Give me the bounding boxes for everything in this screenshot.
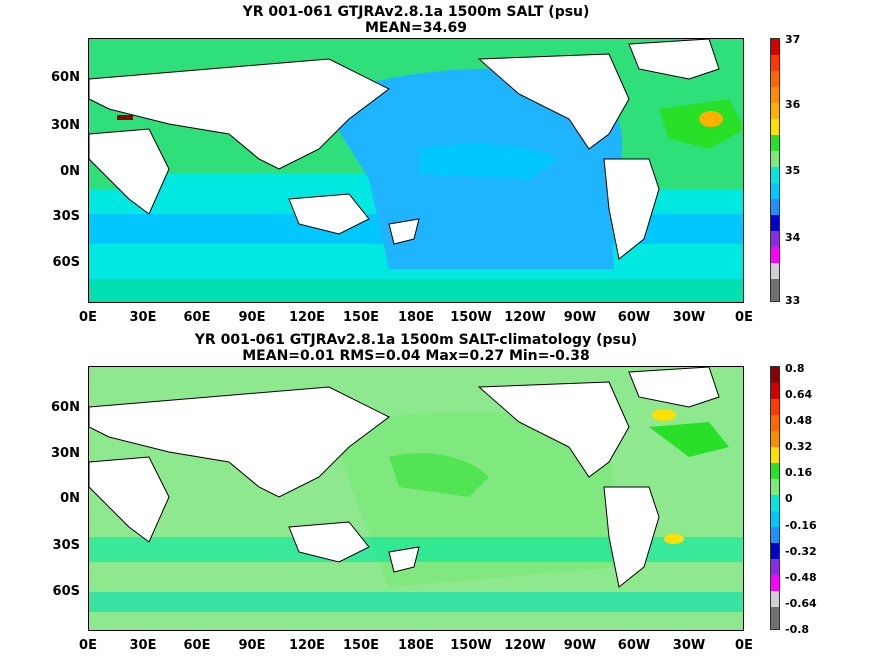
- top-lon-label: 60E: [183, 310, 211, 325]
- top-cbar-label: 34: [785, 231, 801, 244]
- top-cbar-label: 35: [785, 164, 801, 177]
- bottom-lon-label: 0E: [735, 638, 753, 653]
- top-lon-label: 30W: [672, 310, 706, 325]
- bottom-cbar-label: 0.8: [785, 362, 805, 375]
- bottom-lon-label: 30W: [672, 638, 706, 653]
- top-lat-label: 60S: [52, 255, 80, 270]
- bottom-lon-label: 60E: [183, 638, 211, 653]
- bottom-lat-label: 60N: [51, 400, 80, 415]
- top-lat-label: 0N: [60, 164, 80, 179]
- bottom-anomaly-map: [88, 366, 744, 631]
- bottom-cbar-label: -0.32: [785, 545, 817, 558]
- bottom-colorbar: [770, 366, 780, 630]
- bottom-lon-label: 60W: [617, 638, 651, 653]
- bottom-cbar-label: -0.48: [785, 571, 817, 584]
- bottom-title-line1: YR 001-061 GTJRAv2.8.1a 1500m SALT-clima…: [194, 332, 638, 348]
- top-lon-label: 120W: [504, 310, 546, 325]
- bottom-lat-label: 30N: [51, 446, 80, 461]
- bottom-lon-label: 120W: [504, 638, 546, 653]
- top-cbar-label: 36: [785, 98, 801, 111]
- top-title-line2: MEAN=34.69: [364, 20, 468, 36]
- top-title-line1: YR 001-061 GTJRAv2.8.1a 1500m SALT (psu): [242, 4, 590, 20]
- bottom-cbar-label: 0.16: [785, 466, 813, 479]
- bottom-lon-label: 90W: [563, 638, 597, 653]
- bottom-lon-label: 180E: [397, 638, 435, 653]
- bottom-lon-label: 120E: [288, 638, 326, 653]
- bottom-lon-label: 150W: [450, 638, 492, 653]
- bottom-cbar-label: -0.16: [785, 519, 817, 532]
- top-lon-label: 180E: [397, 310, 435, 325]
- bottom-lon-label: 90E: [238, 638, 266, 653]
- bottom-title-line2: MEAN=0.01 RMS=0.04 Max=0.27 Min=-0.38: [242, 348, 590, 364]
- top-lon-label: 120E: [288, 310, 326, 325]
- top-lat-label: 30N: [51, 118, 80, 133]
- top-cbar-label: 33: [785, 294, 801, 307]
- top-lon-label: 90W: [563, 310, 597, 325]
- top-lon-label: 0E: [79, 310, 97, 325]
- top-lon-label: 30E: [129, 310, 157, 325]
- bottom-lon-label: 30E: [129, 638, 157, 653]
- top-lon-label: 150E: [342, 310, 380, 325]
- bottom-cbar-label: 0.48: [785, 414, 813, 427]
- top-salinity-map: [88, 38, 744, 303]
- top-lat-label: 30S: [52, 209, 80, 224]
- bottom-cbar-label: -0.8: [785, 623, 810, 636]
- top-lat-label: 60N: [51, 70, 80, 85]
- bottom-cbar-label: 0.32: [785, 440, 813, 453]
- bottom-cbar-label: -0.64: [785, 597, 817, 610]
- top-lon-label: 150W: [450, 310, 492, 325]
- top-lon-label: 0E: [735, 310, 753, 325]
- bottom-cbar-label: 0: [785, 492, 793, 505]
- bottom-lat-label: 0N: [60, 491, 80, 506]
- bottom-lat-label: 60S: [52, 584, 80, 599]
- top-colorbar: [770, 38, 780, 302]
- top-cbar-label: 37: [785, 33, 801, 46]
- bottom-lat-label: 30S: [52, 538, 80, 553]
- bottom-lon-label: 0E: [79, 638, 97, 653]
- top-lon-label: 60W: [617, 310, 651, 325]
- bottom-cbar-label: 0.64: [785, 388, 813, 401]
- top-lon-label: 90E: [238, 310, 266, 325]
- bottom-lon-label: 150E: [342, 638, 380, 653]
